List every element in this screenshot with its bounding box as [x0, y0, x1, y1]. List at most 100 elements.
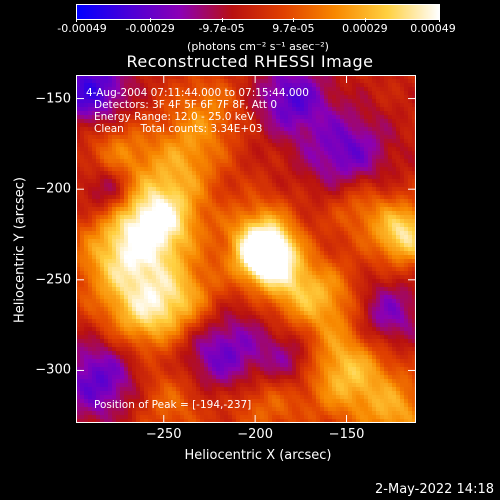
heatmap-cell: [344, 231, 349, 236]
heatmap-cell: [116, 207, 121, 212]
heatmap-cell: [376, 303, 381, 308]
heatmap-cell: [252, 171, 257, 176]
heatmap-cell: [260, 135, 265, 140]
heatmap-cell: [124, 115, 129, 120]
heatmap-cell: [220, 287, 225, 292]
heatmap-cell: [136, 159, 141, 164]
heatmap-cell: [200, 259, 205, 264]
heatmap-cell: [348, 127, 353, 132]
heatmap-cell: [352, 99, 357, 104]
heatmap-cell: [168, 127, 173, 132]
heatmap-cell: [88, 223, 93, 228]
heatmap-cell: [196, 119, 201, 124]
heatmap-cell: [112, 303, 117, 308]
heatmap-cell: [396, 195, 401, 200]
heatmap-cell: [252, 75, 257, 80]
heatmap-cell: [240, 267, 245, 272]
heatmap-cell: [304, 255, 309, 260]
heatmap-cell: [196, 111, 201, 116]
heatmap-cell: [396, 267, 401, 272]
heatmap-cell: [256, 227, 261, 232]
heatmap-cell: [156, 151, 161, 156]
heatmap-cell: [272, 215, 277, 220]
heatmap-cell: [224, 303, 229, 308]
heatmap-cell: [336, 235, 341, 240]
heatmap-cell: [120, 175, 125, 180]
heatmap-cell: [184, 295, 189, 300]
heatmap-cell: [216, 215, 221, 220]
heatmap-cell: [252, 235, 257, 240]
heatmap-cell: [408, 259, 413, 264]
heatmap-cell: [372, 127, 377, 132]
heatmap-cell: [268, 175, 273, 180]
heatmap-cell: [256, 239, 261, 244]
heatmap-cell: [76, 243, 81, 248]
heatmap-cell: [192, 231, 197, 236]
heatmap-cell: [284, 91, 289, 96]
heatmap-cell: [300, 259, 305, 264]
heatmap-cell: [344, 271, 349, 276]
heatmap-cell: [128, 115, 133, 120]
heatmap-cell: [244, 203, 249, 208]
heatmap-cell: [248, 259, 253, 264]
heatmap-cell: [128, 127, 133, 132]
heatmap-cell: [144, 259, 149, 264]
heatmap-cell: [264, 275, 269, 280]
heatmap-cell: [388, 183, 393, 188]
heatmap-cell: [356, 255, 361, 260]
heatmap-cell: [136, 299, 141, 304]
heatmap-cell: [120, 231, 125, 236]
heatmap-cell: [104, 159, 109, 164]
heatmap-cell: [204, 271, 209, 276]
heatmap-cell: [340, 103, 345, 108]
heatmap-cell: [392, 171, 397, 176]
heatmap-cell: [100, 239, 105, 244]
heatmap-cell: [88, 135, 93, 140]
heatmap-cell: [296, 251, 301, 256]
heatmap-cell: [300, 195, 305, 200]
heatmap-cell: [412, 191, 416, 196]
heatmap-cell: [104, 275, 109, 280]
heatmap-cell: [248, 143, 253, 148]
heatmap-cell: [188, 267, 193, 272]
heatmap-cell: [116, 215, 121, 220]
heatmap-cell: [244, 295, 249, 300]
heatmap-cell: [412, 287, 416, 292]
heatmap-cell: [376, 75, 381, 80]
heatmap-cell: [180, 171, 185, 176]
heatmap-cell: [112, 223, 117, 228]
heatmap-cell: [352, 123, 357, 128]
heatmap-cell: [84, 99, 89, 104]
heatmap-cell: [208, 239, 213, 244]
heatmap-cell: [400, 103, 405, 108]
heatmap-cell: [228, 147, 233, 152]
heatmap-cell: [140, 111, 145, 116]
heatmap-cell: [372, 299, 377, 304]
heatmap-cell: [300, 131, 305, 136]
heatmap-cell: [152, 119, 157, 124]
heatmap-cell: [172, 299, 177, 304]
heatmap-cell: [148, 275, 153, 280]
heatmap-cell: [188, 191, 193, 196]
heatmap-cell: [236, 247, 241, 252]
heatmap-cell: [272, 211, 277, 216]
heatmap-cell: [412, 183, 416, 188]
heatmap-cell: [308, 283, 313, 288]
heatmap-cell: [140, 263, 145, 268]
heatmap-cell: [208, 99, 213, 104]
heatmap-cell: [188, 247, 193, 252]
heatmap-cell: [88, 79, 93, 84]
heatmap-cell: [112, 103, 117, 108]
heatmap-cell: [180, 307, 185, 312]
heatmap-cell: [316, 131, 321, 136]
heatmap-cell: [204, 91, 209, 96]
heatmap-cell: [264, 171, 269, 176]
heatmap-cell: [364, 235, 369, 240]
heatmap-cell: [368, 303, 373, 308]
heatmap-cell: [272, 127, 277, 132]
heatmap-cell: [256, 259, 261, 264]
heatmap-cell: [284, 243, 289, 248]
heatmap-cell: [312, 271, 317, 276]
heatmap-cell: [176, 223, 181, 228]
heatmap-cell: [308, 143, 313, 148]
